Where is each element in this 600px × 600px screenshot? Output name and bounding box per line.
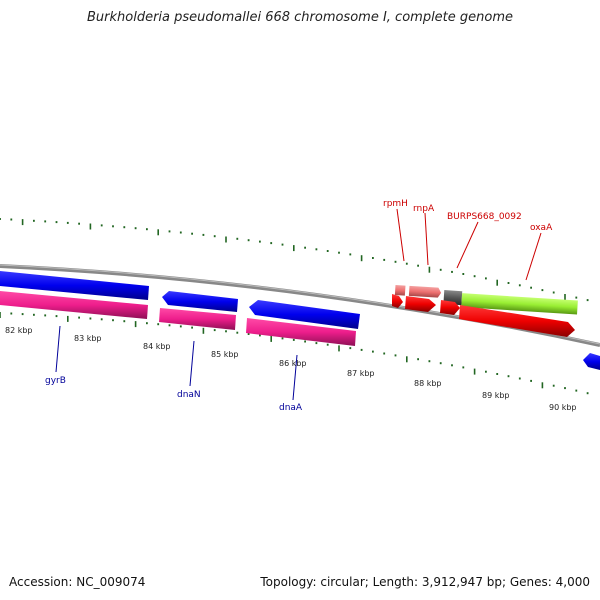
pink-feature-3[interactable] (246, 318, 356, 346)
tick-label-86: 86 kbp (279, 359, 307, 368)
rnpA-leader (424, 212, 429, 266)
tick-label-87: 87 kbp (347, 369, 375, 378)
pink-feature-1[interactable] (0, 291, 148, 319)
dnaA-feature[interactable] (249, 300, 360, 329)
tick-label-89: 89 kbp (482, 391, 510, 400)
dnaN-label: dnaN (177, 390, 201, 400)
red-feature-2[interactable] (405, 296, 436, 312)
tick-label-85: 85 kbp (211, 350, 239, 359)
tick-label-88: 88 kbp (414, 379, 442, 388)
oxaA-leader (525, 232, 542, 281)
tick-label-83: 83 kbp (74, 334, 102, 343)
oxaA-feature[interactable] (461, 293, 578, 315)
rpmH-label: rpmH (383, 199, 408, 209)
rpmH-feature[interactable] (394, 284, 406, 296)
lower-tick-ruler (0, 312, 589, 395)
rnpA-feature[interactable] (408, 285, 442, 298)
gyrB-label: gyrB (45, 376, 66, 386)
dnaN-feature[interactable] (162, 291, 238, 312)
red-feature-3[interactable] (440, 300, 460, 315)
BURPS668_0092-leader (456, 221, 479, 269)
gyrB-feature[interactable] (0, 271, 149, 300)
accession-text: Accession: NC_009074 (9, 575, 146, 589)
rpmH-leader (396, 208, 405, 262)
dnaA-leader (292, 354, 298, 401)
rnpA-label: rnpA (413, 204, 435, 214)
tick-label-90: 90 kbp (549, 403, 577, 412)
BURPS668_0092-label: BURPS668_0092 (447, 212, 522, 222)
edge-blue-feature[interactable] (583, 353, 600, 370)
red-feature-4[interactable] (459, 305, 575, 337)
red-feature-1[interactable] (392, 294, 403, 308)
tick-label-82: 82 kbp (5, 326, 33, 335)
upper-tick-ruler (0, 218, 589, 302)
genome-summary: Topology: circular; Length: 3,912,947 bp… (260, 575, 590, 589)
map-title: Burkholderia pseudomallei 668 chromosome… (86, 10, 514, 25)
pink-feature-2[interactable] (159, 308, 236, 330)
dnaA-label: dnaA (279, 403, 303, 413)
label-leaders (55, 208, 542, 401)
gyrB-leader (55, 325, 61, 373)
tick-label-84: 84 kbp (143, 342, 171, 351)
oxaA-label: oxaA (530, 223, 553, 233)
dnaN-leader (189, 340, 195, 387)
